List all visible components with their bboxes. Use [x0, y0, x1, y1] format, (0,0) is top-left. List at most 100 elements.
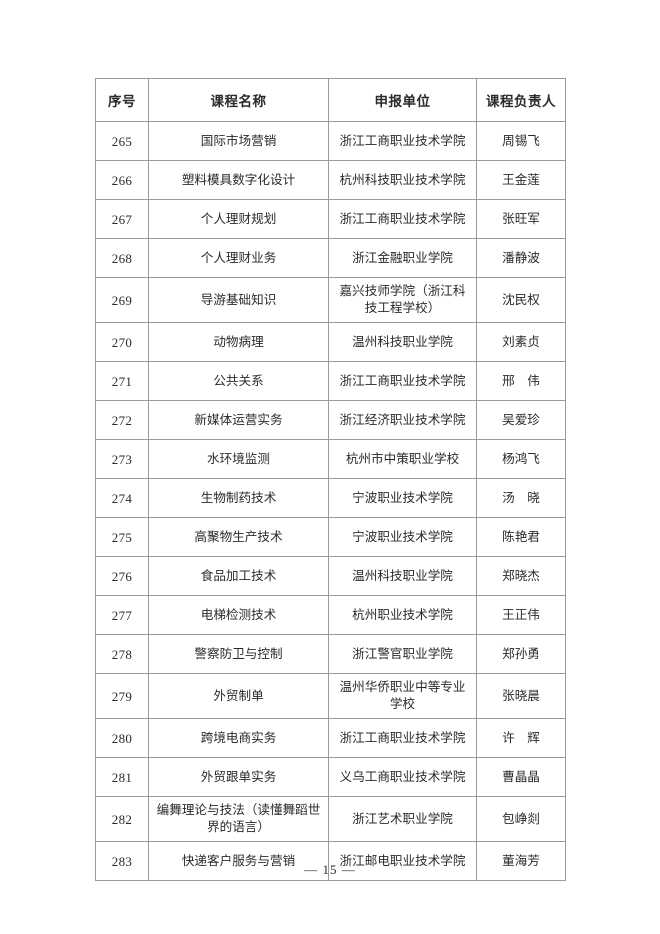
cell-course-name: 警察防卫与控制	[148, 634, 329, 674]
cell-leader: 曹晶晶	[476, 757, 566, 797]
table-row: 282 编舞理论与技法（读懂舞蹈世界的语言） 浙江艺术职业学院 包峥剡	[95, 796, 566, 842]
table-row: 280 跨境电商实务 浙江工商职业技术学院许 辉	[95, 718, 566, 758]
cell-leader: 包峥剡	[476, 796, 566, 842]
course-list-table: 序号 课程名称 申报单位 课程负责人 265 国际市场营销 浙江工商职业技术学院 周锡…	[95, 78, 566, 881]
cell-unit: 温州科技职业学院	[328, 556, 477, 596]
course-table-container: 序号 课程名称 申报单位 课程负责人 265 国际市场营销 浙江工商职业技术学院 周锡…	[95, 78, 566, 881]
cell-index: 278	[95, 634, 149, 674]
cell-unit: 浙江警官职业学院	[328, 634, 477, 674]
table-row: 270 动物病理 温州科技职业学院 刘素贞	[95, 322, 566, 362]
cell-index: 265	[95, 121, 149, 161]
page-number: — 15 —	[304, 862, 356, 877]
cell-unit: 浙江工商职业技术学院	[328, 718, 477, 758]
cell-course-name: 电梯检测技术	[148, 595, 329, 635]
cell-course-name: 外贸制单	[148, 673, 329, 719]
cell-course-name: 跨境电商实务	[148, 718, 329, 758]
cell-unit: 浙江工商职业技术学院	[328, 199, 477, 239]
cell-course-name: 国际市场营销	[148, 121, 329, 161]
cell-unit: 嘉兴技师学院（浙江科技工程学校）	[328, 277, 477, 323]
table-row: 265 国际市场营销 浙江工商职业技术学院 周锡飞	[95, 121, 566, 161]
cell-unit: 温州科技职业学院	[328, 322, 477, 362]
cell-index: 266	[95, 160, 149, 200]
table-header: 序号 课程名称 申报单位 课程负责人	[95, 78, 566, 122]
cell-leader: 许 辉	[476, 718, 566, 758]
table-row: 267 个人理财规划 浙江工商职业技术学院 张旺军	[95, 199, 566, 239]
cell-leader: 沈民权	[476, 277, 566, 323]
cell-unit: 义乌工商职业技术学院	[328, 757, 477, 797]
table-body: 265 国际市场营销 浙江工商职业技术学院 周锡飞 266 塑料模具数字化设计 杭州科技职业…	[95, 121, 566, 881]
cell-unit: 浙江工商职业技术学院	[328, 121, 477, 161]
cell-course-name: 个人理财业务	[148, 238, 329, 278]
cell-course-name: 食品加工技术	[148, 556, 329, 596]
column-header-leader: 课程负责人	[476, 78, 566, 122]
cell-course-name: 外贸跟单实务	[148, 757, 329, 797]
cell-index: 268	[95, 238, 149, 278]
cell-leader: 吴爱珍	[476, 400, 566, 440]
cell-leader: 周锡飞	[476, 121, 566, 161]
cell-leader: 邢 伟	[476, 361, 566, 401]
table-row: 266 塑料模具数字化设计 杭州科技职业技术学院 王金莲	[95, 160, 566, 200]
cell-leader: 刘素贞	[476, 322, 566, 362]
cell-course-name: 编舞理论与技法（读懂舞蹈世界的语言）	[148, 796, 329, 842]
cell-course-name: 公共关系	[148, 361, 329, 401]
cell-unit: 宁波职业技术学院	[328, 478, 477, 518]
cell-course-name: 动物病理	[148, 322, 329, 362]
table-row: 276 食品加工技术 温州科技职业学院 郑晓杰	[95, 556, 566, 596]
table-row: 281 外贸跟单实务 义乌工商职业技术学院 曹晶晶	[95, 757, 566, 797]
cell-leader: 潘静波	[476, 238, 566, 278]
column-header-course-name: 课程名称	[148, 78, 329, 122]
cell-leader: 王金莲	[476, 160, 566, 200]
cell-index: 274	[95, 478, 149, 518]
cell-course-name: 塑料模具数字化设计	[148, 160, 329, 200]
cell-index: 269	[95, 277, 149, 323]
cell-leader: 董海芳	[476, 841, 566, 881]
cell-leader: 张旺军	[476, 199, 566, 239]
cell-index: 267	[95, 199, 149, 239]
table-row: 275 高聚物生产技术 宁波职业技术学院 陈艳君	[95, 517, 566, 557]
cell-index: 275	[95, 517, 149, 557]
table-row: 277 电梯检测技术 杭州职业技术学院 王正伟	[95, 595, 566, 635]
cell-course-name: 新媒体运营实务	[148, 400, 329, 440]
cell-course-name: 生物制药技术	[148, 478, 329, 518]
table-row: 272 新媒体运营实务 浙江经济职业技术学院 吴爱珍	[95, 400, 566, 440]
cell-course-name: 个人理财规划	[148, 199, 329, 239]
column-header-unit: 申报单位	[328, 78, 477, 122]
cell-leader: 郑晓杰	[476, 556, 566, 596]
cell-index: 279	[95, 673, 149, 719]
cell-unit: 浙江金融职业学院	[328, 238, 477, 278]
cell-unit: 浙江艺术职业学院	[328, 796, 477, 842]
table-row: 268 个人理财业务 浙江金融职业学院 潘静波	[95, 238, 566, 278]
cell-index: 270	[95, 322, 149, 362]
cell-index: 273	[95, 439, 149, 479]
table-row: 279 外贸制单 温州华侨职业中等专业学校 张晓晨	[95, 673, 566, 719]
cell-unit: 杭州科技职业技术学院	[328, 160, 477, 200]
cell-index: 277	[95, 595, 149, 635]
cell-index: 272	[95, 400, 149, 440]
column-header-index: 序号	[95, 78, 149, 122]
cell-unit: 杭州职业技术学院	[328, 595, 477, 635]
table-row: 273 水环境监测 杭州市中策职业学校 杨鸿飞	[95, 439, 566, 479]
table-row: 269 导游基础知识 嘉兴技师学院（浙江科技工程学校） 沈民权	[95, 277, 566, 323]
cell-unit: 宁波职业技术学院	[328, 517, 477, 557]
cell-unit: 温州华侨职业中等专业学校	[328, 673, 477, 719]
cell-course-name: 高聚物生产技术	[148, 517, 329, 557]
table-row: 278 警察防卫与控制 浙江警官职业学院 郑孙勇	[95, 634, 566, 674]
table-row: 283 快递客户服务与营销 浙江邮电职业技术学院 董海芳	[95, 841, 566, 881]
cell-course-name: 快递客户服务与营销	[148, 841, 329, 881]
cell-index: 282	[95, 796, 149, 842]
cell-course-name: 水环境监测	[148, 439, 329, 479]
cell-unit: 浙江经济职业技术学院	[328, 400, 477, 440]
table-row: 274 生物制药技术 宁波职业技术学院汤 晓	[95, 478, 566, 518]
cell-leader: 杨鸿飞	[476, 439, 566, 479]
cell-leader: 张晓晨	[476, 673, 566, 719]
cell-index: 276	[95, 556, 149, 596]
cell-leader: 王正伟	[476, 595, 566, 635]
table-row: 271 公共关系 浙江工商职业技术学院邢 伟	[95, 361, 566, 401]
cell-leader: 郑孙勇	[476, 634, 566, 674]
table-header-row: 序号 课程名称 申报单位 课程负责人	[95, 78, 566, 122]
cell-index: 281	[95, 757, 149, 797]
cell-unit: 杭州市中策职业学校	[328, 439, 477, 479]
cell-leader: 陈艳君	[476, 517, 566, 557]
cell-unit: 浙江工商职业技术学院	[328, 361, 477, 401]
